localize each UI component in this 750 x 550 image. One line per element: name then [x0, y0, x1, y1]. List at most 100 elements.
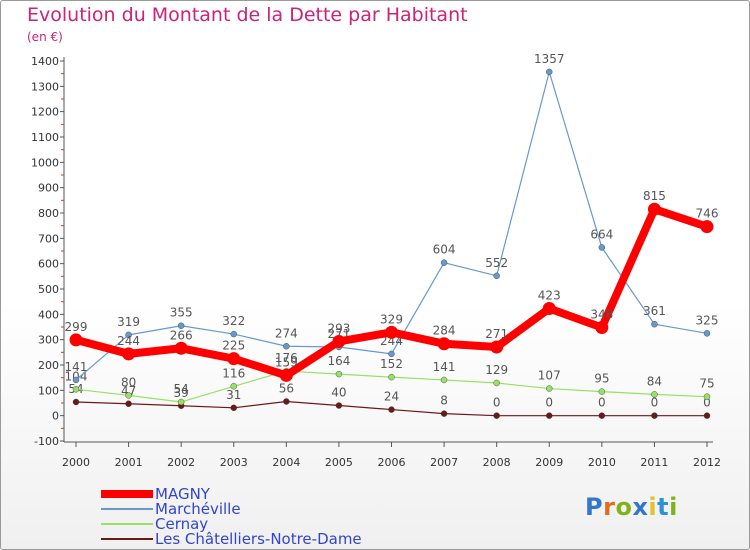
- x-tick-label: 2003: [220, 456, 248, 469]
- data-label: 0: [598, 396, 606, 410]
- data-point: [647, 202, 661, 216]
- data-label: 361: [643, 304, 666, 318]
- legend-label-cernay: Cernay: [155, 515, 209, 533]
- data-point: [72, 376, 80, 384]
- data-point: [440, 410, 448, 417]
- y-tick-label: 1100: [31, 131, 59, 144]
- data-label: 325: [696, 313, 719, 327]
- data-point: [546, 385, 553, 392]
- x-tick-label: 2004: [272, 456, 300, 469]
- data-point: [546, 68, 553, 76]
- x-tick-label: 2005: [325, 456, 353, 469]
- data-point: [72, 386, 80, 393]
- y-tick-label: 0: [52, 410, 59, 423]
- data-point: [335, 402, 343, 409]
- data-label: 56: [279, 381, 294, 395]
- data-point: [598, 244, 606, 251]
- x-tick-label: 2006: [378, 456, 406, 469]
- legend-label-chatelliers: Les Châtelliers-Notre-Dame: [155, 530, 362, 548]
- legend-swatch-cernay: [101, 523, 153, 525]
- x-tick-label: 2012: [693, 456, 721, 469]
- data-label: 244: [117, 334, 140, 348]
- chart-unit: (en €): [27, 30, 63, 44]
- y-tick-label: 900: [38, 182, 59, 195]
- y-tick-label: 1000: [31, 156, 59, 169]
- data-label: 225: [222, 339, 245, 353]
- legend-swatch-chatelliers: [101, 538, 153, 540]
- x-tick-label: 2000: [62, 456, 90, 469]
- data-label: 319: [117, 315, 140, 329]
- data-label: 80: [121, 375, 136, 389]
- data-label: 0: [493, 396, 501, 410]
- data-point: [440, 376, 448, 384]
- data-point: [595, 321, 609, 335]
- data-label: 604: [433, 243, 456, 257]
- data-label: 24: [384, 390, 399, 404]
- data-point: [230, 404, 237, 412]
- y-tick-label: 200: [38, 359, 59, 372]
- data-label: 54: [174, 382, 189, 396]
- data-point: [703, 330, 711, 337]
- data-point: [493, 272, 500, 280]
- data-point: [122, 347, 136, 361]
- data-label: 141: [433, 360, 456, 374]
- data-point: [651, 321, 658, 328]
- data-label: 552: [485, 256, 508, 270]
- data-label: 0: [651, 396, 659, 410]
- data-point: [490, 340, 504, 354]
- data-label: 8: [440, 394, 448, 408]
- y-tick-label: 700: [38, 232, 59, 245]
- data-label: 159: [275, 355, 298, 369]
- y-tick-label: 400: [38, 308, 59, 321]
- data-label: 95: [594, 372, 609, 386]
- chart-title: Evolution du Montant de la Dette par Hab…: [27, 4, 468, 26]
- data-point: [437, 337, 451, 351]
- logo-letter: i: [669, 493, 678, 521]
- data-label: 104: [65, 369, 88, 383]
- data-label: 299: [65, 320, 88, 334]
- data-point: [227, 352, 241, 366]
- data-point: [703, 393, 711, 400]
- data-label: 84: [647, 374, 662, 388]
- legend-label-marcheville: Marchéville: [155, 500, 241, 518]
- x-tick-label: 2009: [535, 456, 563, 469]
- data-label: 266: [170, 328, 193, 342]
- data-point: [230, 383, 237, 390]
- data-label: 746: [696, 207, 719, 221]
- proxiti-logo: Proxiti: [585, 493, 678, 521]
- data-point: [388, 373, 395, 381]
- data-point: [651, 391, 658, 398]
- data-point: [700, 220, 714, 234]
- data-point: [385, 325, 398, 339]
- data-point: [332, 334, 346, 348]
- data-point: [125, 400, 132, 407]
- data-label: 815: [643, 189, 666, 203]
- data-label: 274: [275, 326, 298, 340]
- logo-letter: P: [585, 493, 604, 521]
- data-point: [230, 330, 237, 338]
- legend-swatch-magny: [101, 490, 153, 498]
- y-tick-label: 100: [38, 384, 59, 397]
- x-tick-label: 2011: [640, 456, 668, 469]
- data-point: [493, 412, 500, 419]
- data-point: [69, 333, 83, 347]
- x-tick-label: 2001: [115, 456, 143, 469]
- data-point: [174, 341, 188, 355]
- y-tick-label: 1200: [31, 106, 59, 119]
- data-label: 271: [485, 327, 508, 341]
- logo-letter: t: [657, 493, 670, 521]
- data-point: [283, 398, 290, 405]
- data-point: [598, 388, 606, 395]
- data-label: 107: [538, 369, 561, 383]
- data-label: 141: [65, 360, 88, 374]
- data-point: [177, 322, 185, 329]
- data-point: [493, 379, 500, 387]
- data-label: 176: [275, 351, 298, 365]
- data-point: [125, 392, 132, 399]
- data-label: 1357: [534, 52, 565, 66]
- data-label: 39: [174, 386, 189, 400]
- x-tick-label: 2007: [430, 456, 458, 469]
- data-point: [388, 350, 395, 358]
- data-label: 47: [121, 384, 136, 398]
